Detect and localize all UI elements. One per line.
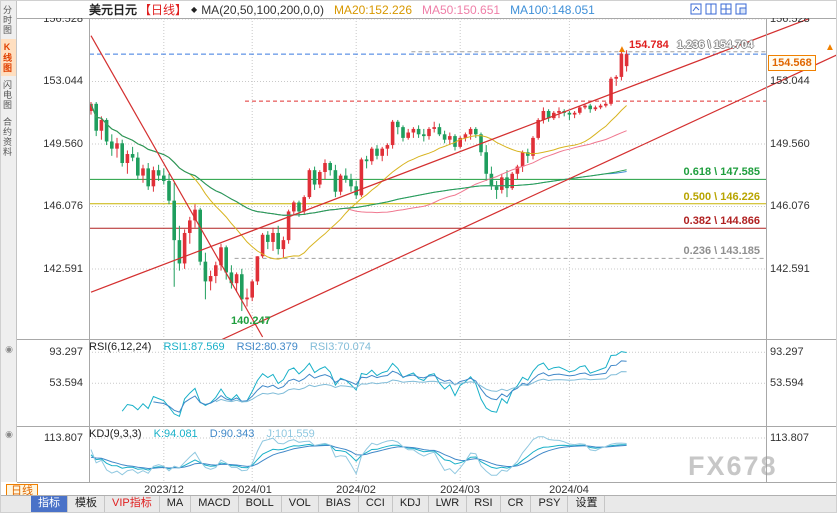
rsi-header: RSI(6,12,24) RSI1:87.569 RSI2:80.379 RSI… [89, 341, 380, 353]
multi-window-icon[interactable] [735, 3, 747, 15]
fib-level-1236: 1.236 \ 154.704 [677, 39, 754, 51]
kdj-axis-right: 113.807 [770, 432, 809, 444]
fib-level-382: 0.382 \ 144.866 [683, 215, 760, 227]
price-axis-left: 146.076 [43, 200, 83, 212]
price-axis-left: 153.044 [43, 75, 83, 87]
rsi-axis-right: 93.297 [770, 346, 804, 358]
rsi-axis-left: 93.297 [49, 346, 83, 358]
rsi-axis-right: 53.594 [770, 377, 804, 389]
date-label: 2024/04 [549, 484, 589, 496]
tab-rsi[interactable]: RSI [467, 496, 501, 512]
sidebar-item-kline-chart[interactable]: K线图 [1, 39, 16, 76]
left-view-strip: 分时图 K线图 闪电图 合约资料 ◉ ◉ [1, 1, 17, 482]
kdj-k-value: K:94.081 [153, 428, 198, 440]
fib-level-618: 0.618 \ 147.585 [683, 166, 760, 178]
tab-cci[interactable]: CCI [359, 496, 393, 512]
indicator-menu-icon[interactable]: ◆ [191, 5, 198, 14]
rsi1-value: RSI1:87.569 [163, 341, 225, 353]
kdj-j-value: J:101.559 [266, 428, 315, 440]
tab-template[interactable]: 模板 [68, 496, 105, 512]
kdj-header: KDJ(9,3,3) K:94.081 D:90.343 J:101.559 [89, 428, 324, 440]
rsi2-value: RSI2:80.379 [236, 341, 298, 353]
indicator-toolbar: 指标 模板 VIP指标 MA MACD BOLL VOL BIAS CCI KD… [1, 495, 836, 512]
price-axis-right: 149.560 [770, 138, 810, 150]
tab-ma[interactable]: MA [160, 496, 192, 512]
ma20-value: MA20:152.226 [333, 2, 412, 17]
fib-level-500: 0.500 \ 146.226 [683, 191, 760, 203]
rsi-panel-icon[interactable]: ◉ [5, 344, 13, 354]
sidebar-item-contract-info[interactable]: 合约资料 [2, 117, 12, 157]
watermark: FX678 [688, 451, 778, 481]
chart-header: 美元日元 【日线】 ◆ MA(20,50,100,200,0,0) MA20:1… [17, 1, 836, 18]
split-4-icon[interactable] [720, 3, 732, 15]
tab-kdj[interactable]: KDJ [393, 496, 429, 512]
low-price-label: 140.247 [231, 315, 271, 327]
kdj-axis-left: 113.807 [44, 432, 83, 444]
date-label: 2024/03 [440, 484, 480, 496]
kdj-title: KDJ(9,3,3) [89, 428, 142, 440]
high-price-label: 154.784 [629, 39, 669, 51]
price-axis-left: 149.560 [43, 138, 83, 150]
tab-boll[interactable]: BOLL [239, 496, 282, 512]
sidebar-item-lightning-chart[interactable]: 闪电图 [2, 80, 12, 110]
kdj-d-value: D:90.343 [209, 428, 255, 440]
trend-arrow-icon: ▲ [825, 42, 835, 53]
rsi-axis-left: 53.594 [49, 377, 83, 389]
tab-vip-indicator[interactable]: VIP指标 [105, 496, 160, 512]
tab-psy[interactable]: PSY [531, 496, 569, 512]
fib-level-236: 0.236 \ 143.185 [683, 245, 760, 257]
price-axis-right: 142.591 [770, 263, 810, 275]
date-label: 2024/01 [232, 484, 272, 496]
rsi-title: RSI(6,12,24) [89, 341, 152, 353]
tab-cr[interactable]: CR [501, 496, 532, 512]
tab-macd[interactable]: MACD [191, 496, 239, 512]
ma-settings-label: MA(20,50,100,200,0,0) [201, 2, 324, 17]
window-layout-icons [690, 3, 747, 15]
high-arrow-icon: ▲ [617, 44, 627, 55]
current-price-badge: 154.568 [768, 55, 816, 71]
symbol-title: 美元日元 [89, 3, 138, 17]
date-label: 2024/02 [336, 484, 376, 496]
ma50-value: MA50:150.651 [422, 2, 501, 17]
tab-settings[interactable]: 设置 [568, 496, 606, 512]
price-axis-right: 146.076 [770, 200, 810, 212]
tab-vol[interactable]: VOL [282, 496, 319, 512]
ma100-value: MA100:148.051 [510, 2, 595, 17]
price-axis-right: 153.044 [770, 75, 810, 87]
tab-lwr[interactable]: LWR [429, 496, 468, 512]
rsi3-value: RSI3:70.074 [309, 341, 372, 353]
date-label: 2023/12 [144, 484, 184, 496]
price-axis-left: 142.591 [43, 263, 83, 275]
split-2-icon[interactable] [705, 3, 717, 15]
sidebar-item-time-chart[interactable]: 分时图 [2, 5, 12, 35]
tab-bias[interactable]: BIAS [319, 496, 359, 512]
tab-indicator[interactable]: 指标 [31, 496, 68, 512]
period-tag: 【日线】 [139, 3, 188, 17]
kdj-panel-icon[interactable]: ◉ [5, 429, 13, 439]
kline-view-icon[interactable] [690, 3, 702, 15]
